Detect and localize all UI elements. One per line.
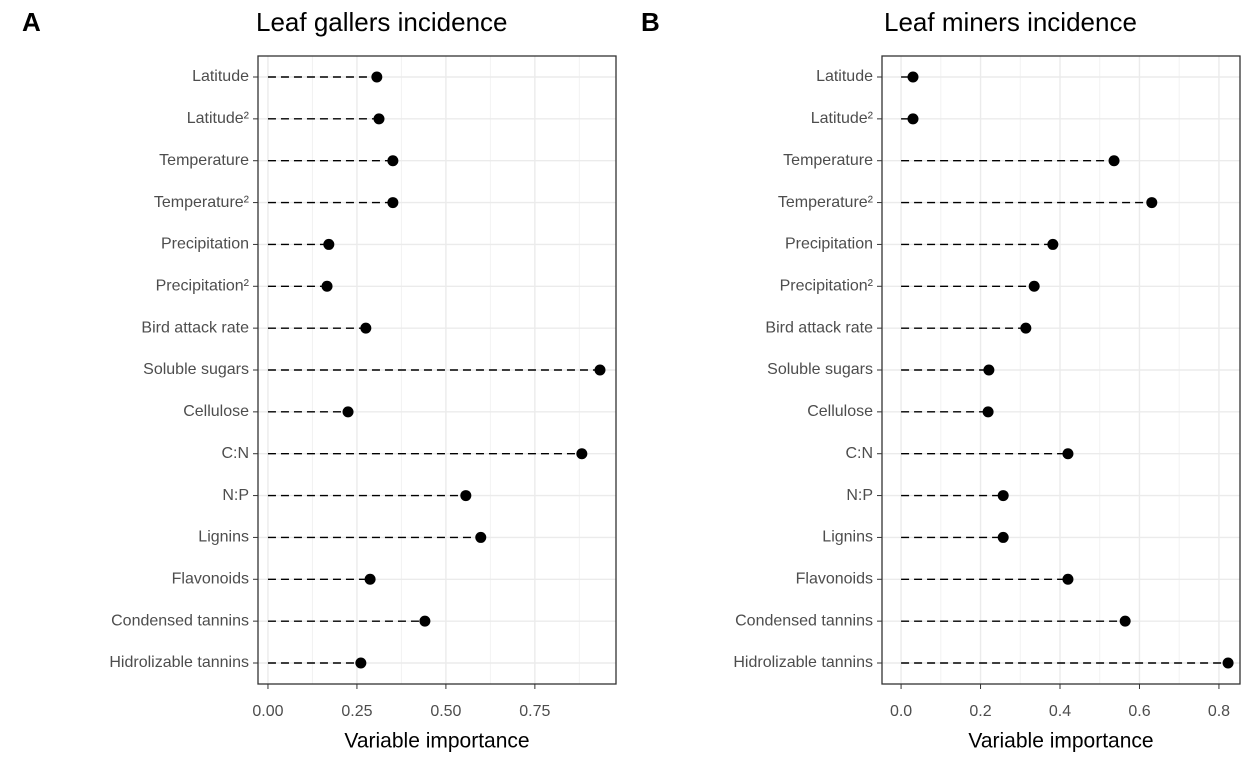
dot bbox=[1108, 155, 1120, 167]
y-tick-label: Precipitation² bbox=[780, 278, 874, 295]
x-axis-label: Variable importance bbox=[344, 730, 529, 753]
dot bbox=[419, 615, 431, 627]
y-tick-label: Condensed tannins bbox=[735, 612, 873, 629]
dot bbox=[594, 364, 606, 376]
dot bbox=[1119, 615, 1131, 627]
y-tick-label: Soluble sugars bbox=[143, 361, 249, 378]
y-tick-label: Flavonoids bbox=[172, 571, 249, 588]
dot bbox=[1062, 573, 1074, 585]
y-tick-label: Precipitation bbox=[161, 236, 249, 253]
dot bbox=[373, 113, 385, 125]
y-tick-label: N:P bbox=[846, 487, 873, 504]
dot bbox=[475, 531, 487, 543]
y-tick-label: Latitude² bbox=[187, 110, 250, 127]
dot bbox=[387, 155, 399, 167]
dot bbox=[1028, 280, 1040, 292]
y-tick-label: Soluble sugars bbox=[767, 361, 873, 378]
y-tick-label: Precipitation bbox=[785, 236, 873, 253]
dot bbox=[460, 490, 472, 502]
y-tick-label: Temperature bbox=[159, 152, 249, 169]
x-tick-label: 0.75 bbox=[519, 703, 550, 720]
y-tick-label: Latitude bbox=[816, 68, 873, 85]
dot bbox=[355, 657, 367, 669]
y-tick-label: Bird attack rate bbox=[141, 319, 249, 336]
y-tick-label: Bird attack rate bbox=[765, 319, 873, 336]
dot bbox=[982, 406, 994, 418]
dot bbox=[1047, 238, 1059, 250]
y-tick-label: Temperature bbox=[783, 152, 873, 169]
x-tick-label: 0.2 bbox=[969, 703, 991, 720]
dot bbox=[907, 71, 919, 83]
x-tick-label: 0.0 bbox=[890, 703, 912, 720]
chart-title: Leaf gallers incidence bbox=[256, 7, 508, 37]
dot bbox=[576, 448, 588, 460]
y-tick-label: Condensed tannins bbox=[111, 612, 249, 629]
y-tick-label: Lignins bbox=[198, 529, 249, 546]
y-tick-label: Temperature² bbox=[778, 194, 874, 211]
y-tick-label: Hidrolizable tannins bbox=[733, 654, 873, 671]
x-tick-label: 0.4 bbox=[1049, 703, 1071, 720]
y-tick-label: C:N bbox=[845, 445, 873, 462]
x-tick-label: 0.00 bbox=[252, 703, 283, 720]
panel-label: A bbox=[22, 7, 41, 37]
x-axis-label: Variable importance bbox=[968, 730, 1153, 753]
dot bbox=[1062, 448, 1074, 460]
y-tick-label: Flavonoids bbox=[796, 571, 873, 588]
x-tick-label: 0.8 bbox=[1208, 703, 1230, 720]
dot bbox=[323, 238, 335, 250]
x-tick-label: 0.50 bbox=[430, 703, 461, 720]
y-tick-label: Cellulose bbox=[183, 403, 249, 420]
dot bbox=[1222, 657, 1234, 669]
dot bbox=[321, 280, 333, 292]
dot bbox=[1020, 322, 1032, 334]
y-tick-label: Cellulose bbox=[807, 403, 873, 420]
plot-frame bbox=[257, 55, 617, 685]
x-tick-label: 0.6 bbox=[1128, 703, 1150, 720]
dot bbox=[907, 113, 919, 125]
dot bbox=[997, 490, 1009, 502]
panel-label: B bbox=[641, 7, 660, 37]
dot bbox=[1146, 197, 1158, 209]
y-tick-label: Precipitation² bbox=[156, 278, 250, 295]
y-tick-label: Hidrolizable tannins bbox=[109, 654, 249, 671]
y-tick-label: Lignins bbox=[822, 529, 873, 546]
chart-title: Leaf miners incidence bbox=[884, 7, 1137, 37]
plot-frame bbox=[881, 55, 1241, 685]
dot bbox=[371, 71, 383, 83]
dot bbox=[364, 573, 376, 585]
y-tick-label: Latitude² bbox=[811, 110, 874, 127]
dot bbox=[360, 322, 372, 334]
dot bbox=[997, 531, 1009, 543]
x-tick-label: 0.25 bbox=[341, 703, 372, 720]
dot bbox=[983, 364, 995, 376]
dot bbox=[342, 406, 354, 418]
y-tick-label: C:N bbox=[221, 445, 249, 462]
y-tick-label: Temperature² bbox=[154, 194, 250, 211]
y-tick-label: N:P bbox=[222, 487, 249, 504]
y-tick-label: Latitude bbox=[192, 68, 249, 85]
dot bbox=[387, 197, 399, 209]
